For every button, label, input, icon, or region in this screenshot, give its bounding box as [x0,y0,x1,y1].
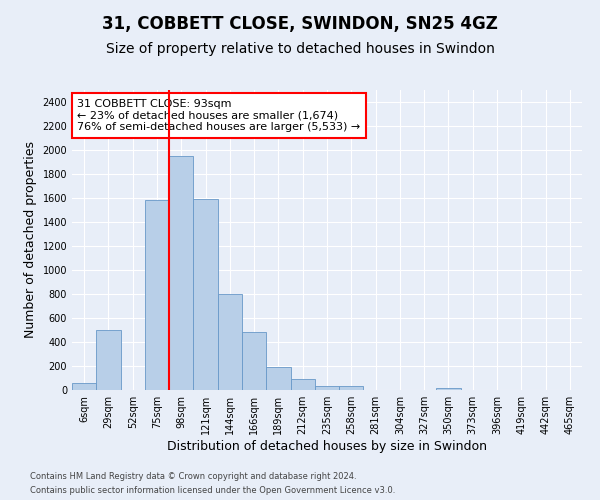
Text: Contains public sector information licensed under the Open Government Licence v3: Contains public sector information licen… [30,486,395,495]
Bar [339,386,364,390]
Bar [290,379,315,390]
Bar [96,330,121,390]
X-axis label: Distribution of detached houses by size in Swindon: Distribution of detached houses by size … [167,440,487,453]
Bar [193,199,218,390]
Bar [266,366,290,390]
Y-axis label: Number of detached properties: Number of detached properties [24,142,37,338]
Bar [145,200,169,390]
Text: Size of property relative to detached houses in Swindon: Size of property relative to detached ho… [106,42,494,56]
Bar [218,294,242,390]
Bar [169,156,193,390]
Bar [72,383,96,390]
Bar [436,388,461,390]
Bar [315,386,339,390]
Text: 31, COBBETT CLOSE, SWINDON, SN25 4GZ: 31, COBBETT CLOSE, SWINDON, SN25 4GZ [102,15,498,33]
Text: 31 COBBETT CLOSE: 93sqm
← 23% of detached houses are smaller (1,674)
76% of semi: 31 COBBETT CLOSE: 93sqm ← 23% of detache… [77,99,361,132]
Text: Contains HM Land Registry data © Crown copyright and database right 2024.: Contains HM Land Registry data © Crown c… [30,472,356,481]
Bar [242,332,266,390]
